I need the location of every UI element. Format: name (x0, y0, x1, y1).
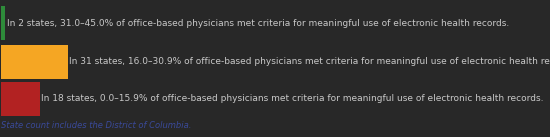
Text: State count includes the District of Columbia.: State count includes the District of Col… (1, 121, 191, 130)
Text: In 18 states, 0.0–15.9% of office-based physicians met criteria for meaningful u: In 18 states, 0.0–15.9% of office-based … (41, 94, 543, 103)
Bar (1, 82, 40, 116)
Text: In 2 states, 31.0–45.0% of office-based physicians met criteria for meaningful u: In 2 states, 31.0–45.0% of office-based … (7, 19, 509, 28)
Bar (1, 6, 6, 40)
Text: In 31 states, 16.0–30.9% of office-based physicians met criteria for meaningful : In 31 states, 16.0–30.9% of office-based… (69, 57, 550, 66)
Bar (1, 45, 68, 79)
